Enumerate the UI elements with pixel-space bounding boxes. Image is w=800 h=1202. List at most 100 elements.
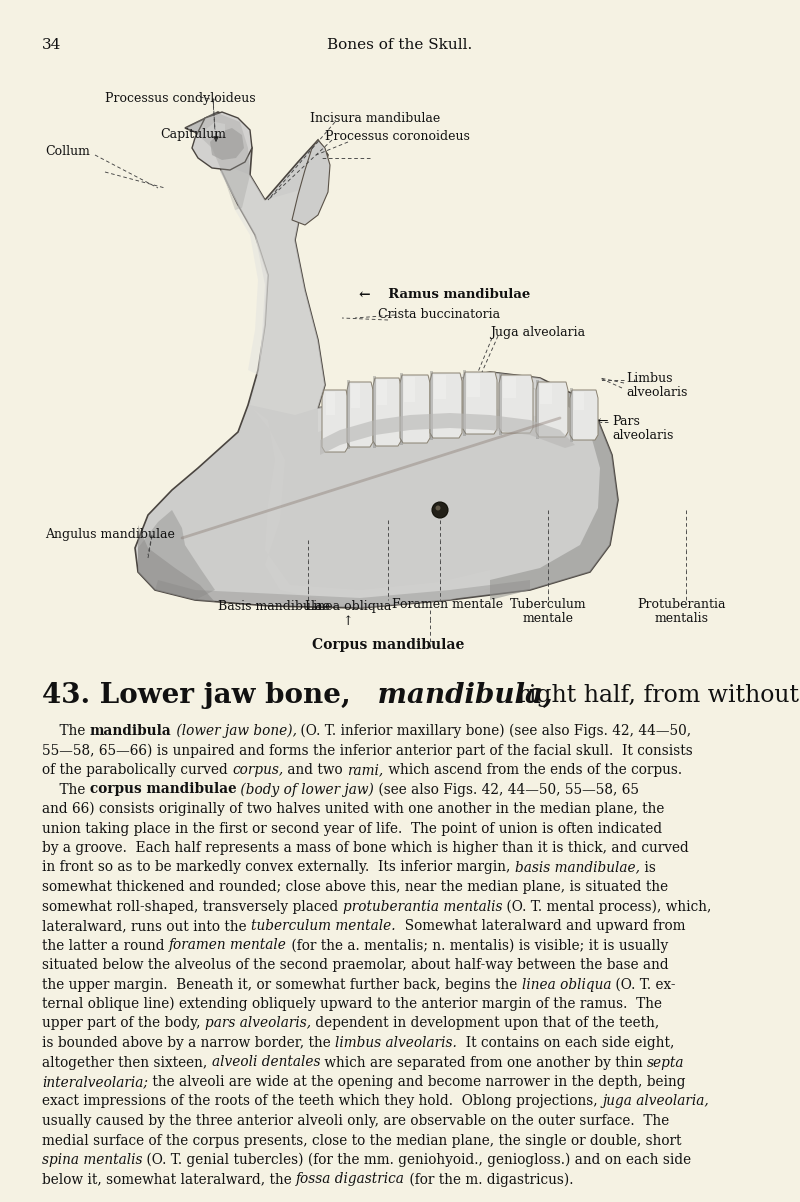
Polygon shape bbox=[320, 413, 575, 456]
Text: the latter a round: the latter a round bbox=[42, 939, 169, 952]
Polygon shape bbox=[434, 375, 446, 399]
Text: It contains on each side eight,: It contains on each side eight, bbox=[457, 1036, 674, 1051]
Text: Limbus: Limbus bbox=[626, 371, 673, 385]
Text: alveoli dentales: alveoli dentales bbox=[212, 1055, 320, 1070]
Text: which ascend from the ends of the corpus.: which ascend from the ends of the corpus… bbox=[384, 763, 682, 776]
Text: of the parabolically curved: of the parabolically curved bbox=[42, 763, 232, 776]
Text: (for the m. digastricus).: (for the m. digastricus). bbox=[405, 1172, 574, 1186]
Polygon shape bbox=[351, 383, 360, 407]
Text: basis mandibulae,: basis mandibulae, bbox=[514, 861, 640, 875]
Text: ←: ← bbox=[598, 415, 608, 428]
Text: 43. Lower jaw bone,: 43. Lower jaw bone, bbox=[42, 682, 350, 709]
Polygon shape bbox=[192, 112, 252, 169]
Text: (lower jaw bone),: (lower jaw bone), bbox=[171, 724, 297, 738]
Text: rami,: rami, bbox=[347, 763, 384, 776]
Polygon shape bbox=[570, 388, 573, 442]
Text: foramen mentale: foramen mentale bbox=[169, 939, 286, 952]
Polygon shape bbox=[430, 371, 433, 440]
Polygon shape bbox=[499, 373, 502, 435]
Text: Pars: Pars bbox=[612, 415, 640, 428]
Text: Ramus mandibulae: Ramus mandibulae bbox=[375, 288, 530, 300]
Text: Capitulum: Capitulum bbox=[160, 127, 226, 141]
Polygon shape bbox=[322, 389, 348, 452]
Text: 55—58, 65—66) is unpaired and forms the inferior anterior part of the facial sku: 55—58, 65—66) is unpaired and forms the … bbox=[42, 744, 693, 758]
Text: (O. T. inferior maxillary bone) (see also Figs. 42, 44—50,: (O. T. inferior maxillary bone) (see als… bbox=[297, 724, 692, 738]
Polygon shape bbox=[220, 165, 325, 415]
Polygon shape bbox=[536, 382, 568, 438]
Text: usually caused by the three anterior alveoli only, are observable on the outer s: usually caused by the three anterior alv… bbox=[42, 1114, 670, 1127]
Text: ↑: ↑ bbox=[342, 615, 354, 627]
Polygon shape bbox=[205, 121, 225, 138]
Text: the alveoli are wide at the opening and become narrower in the depth, being: the alveoli are wide at the opening and … bbox=[148, 1075, 686, 1089]
Polygon shape bbox=[155, 581, 530, 608]
Polygon shape bbox=[490, 385, 618, 600]
Text: mandibula: mandibula bbox=[90, 724, 171, 738]
Polygon shape bbox=[430, 373, 462, 438]
Polygon shape bbox=[135, 112, 618, 608]
Polygon shape bbox=[574, 392, 584, 410]
Text: mentale: mentale bbox=[522, 612, 574, 625]
Text: spina mentalis: spina mentalis bbox=[42, 1153, 142, 1167]
Text: exact impressions of the roots of the teeth which they hold.  Oblong projections: exact impressions of the roots of the te… bbox=[42, 1095, 602, 1108]
Text: limbus alveolaris.: limbus alveolaris. bbox=[335, 1036, 457, 1051]
Polygon shape bbox=[373, 376, 376, 448]
Text: septa: septa bbox=[647, 1055, 685, 1070]
Text: Tuberculum: Tuberculum bbox=[510, 599, 586, 611]
Polygon shape bbox=[185, 112, 250, 210]
Polygon shape bbox=[347, 382, 373, 447]
Text: Bones of the Skull.: Bones of the Skull. bbox=[327, 38, 473, 52]
Polygon shape bbox=[400, 375, 430, 444]
Polygon shape bbox=[318, 371, 560, 432]
Text: (O. T. genial tubercles) (for the mm. geniohyoid., geniogloss.) and on each side: (O. T. genial tubercles) (for the mm. ge… bbox=[142, 1153, 692, 1167]
Text: fossa digastrica: fossa digastrica bbox=[296, 1172, 405, 1186]
Polygon shape bbox=[250, 405, 490, 608]
Text: corpus,: corpus, bbox=[232, 763, 283, 776]
Text: Collum: Collum bbox=[45, 145, 90, 157]
Text: ←: ← bbox=[358, 288, 370, 302]
Text: (body of lower jaw): (body of lower jaw) bbox=[236, 783, 374, 797]
Text: pars alveolaris,: pars alveolaris, bbox=[205, 1017, 311, 1030]
Polygon shape bbox=[463, 370, 466, 436]
Text: The: The bbox=[42, 724, 90, 738]
Text: Juga alveolaria: Juga alveolaria bbox=[490, 326, 585, 339]
Text: 34: 34 bbox=[42, 38, 62, 52]
Text: right half, from without.: right half, from without. bbox=[510, 684, 800, 707]
Polygon shape bbox=[210, 127, 244, 160]
Polygon shape bbox=[400, 373, 403, 445]
Polygon shape bbox=[499, 375, 533, 433]
Text: dependent in development upon that of the teeth,: dependent in development upon that of th… bbox=[311, 1017, 659, 1030]
Text: The: The bbox=[42, 783, 90, 797]
Text: situated below the alveolus of the second praemolar, about half-way between the : situated below the alveolus of the secon… bbox=[42, 958, 669, 972]
Polygon shape bbox=[292, 139, 330, 225]
Text: is: is bbox=[640, 861, 656, 875]
Circle shape bbox=[435, 506, 441, 511]
Circle shape bbox=[432, 502, 448, 518]
Polygon shape bbox=[377, 380, 387, 405]
Polygon shape bbox=[326, 392, 335, 415]
Text: (see also Figs. 42, 44—50, 55—58, 65: (see also Figs. 42, 44—50, 55—58, 65 bbox=[374, 783, 639, 797]
Polygon shape bbox=[540, 383, 552, 404]
Text: Protuberantia: Protuberantia bbox=[638, 599, 726, 611]
Text: mandibula,: mandibula, bbox=[368, 682, 553, 709]
Text: Somewhat lateralward and upward from: Somewhat lateralward and upward from bbox=[396, 920, 685, 933]
Text: by a groove.  Each half represents a mass of bone which is higher than it is thi: by a groove. Each half represents a mass… bbox=[42, 841, 689, 855]
Text: tuberculum mentale.: tuberculum mentale. bbox=[251, 920, 396, 933]
Text: Linea obliqua: Linea obliqua bbox=[305, 600, 391, 613]
Text: linea obliqua: linea obliqua bbox=[522, 977, 611, 992]
Text: Processus condyloideus: Processus condyloideus bbox=[105, 93, 256, 105]
Polygon shape bbox=[138, 510, 215, 600]
Text: Corpus mandibulae: Corpus mandibulae bbox=[312, 638, 464, 651]
Text: medial surface of the corpus presents, close to the median plane, the single or : medial surface of the corpus presents, c… bbox=[42, 1133, 682, 1148]
Text: alveolaris: alveolaris bbox=[626, 386, 687, 399]
Text: union taking place in the first or second year of life.  The point of union is o: union taking place in the first or secon… bbox=[42, 821, 662, 835]
Text: somewhat thickened and rounded; close above this, near the median plane, is situ: somewhat thickened and rounded; close ab… bbox=[42, 880, 668, 894]
Text: in front so as to be markedly convex externally.  Its inferior margin,: in front so as to be markedly convex ext… bbox=[42, 861, 514, 875]
Text: protuberantia mentalis: protuberantia mentalis bbox=[342, 899, 502, 914]
Text: Processus coronoideus: Processus coronoideus bbox=[325, 130, 470, 143]
Text: the upper margin.  Beneath it, or somewhat further back, begins the: the upper margin. Beneath it, or somewha… bbox=[42, 977, 522, 992]
Text: interalveolaria;: interalveolaria; bbox=[42, 1075, 148, 1089]
Text: upper part of the body,: upper part of the body, bbox=[42, 1017, 205, 1030]
Text: corpus mandibulae: corpus mandibulae bbox=[90, 783, 236, 797]
Polygon shape bbox=[373, 377, 401, 446]
Text: juga alveolaria,: juga alveolaria, bbox=[602, 1095, 709, 1108]
